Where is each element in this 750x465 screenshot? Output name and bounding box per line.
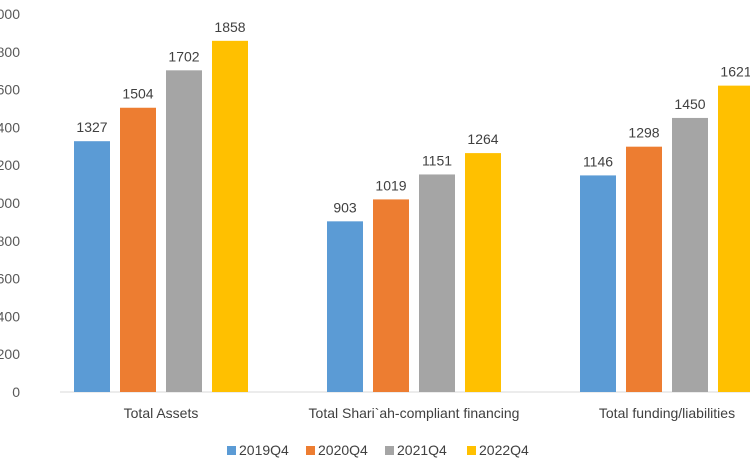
y-tick-label: 800 — [0, 233, 20, 249]
y-tick-label: 1600 — [0, 82, 20, 98]
bar-2019Q4-1 — [327, 221, 363, 392]
data-label: 1151 — [422, 152, 452, 168]
x-axis: Total Assets Total Shari`ah-compliant fin… — [124, 405, 735, 421]
legend-label: 2019Q4 — [239, 442, 289, 458]
legend: 2019Q4 2020Q4 2021Q4 2022Q4 — [227, 442, 529, 458]
bar-2021Q4-2 — [672, 117, 708, 392]
data-label: 1264 — [467, 131, 498, 147]
y-tick-label: 200 — [0, 346, 20, 362]
y-tick-label: 2000 — [0, 6, 20, 22]
bar-2020Q4-0 — [120, 107, 156, 392]
legend-swatch — [385, 446, 394, 455]
y-tick-label: 0 — [12, 384, 20, 400]
data-label: 1298 — [628, 125, 659, 141]
category-label: Total funding/liabilities — [599, 405, 735, 421]
legend-swatch — [306, 446, 315, 455]
bar-2021Q4-1 — [419, 174, 455, 392]
bar-2022Q4-1 — [465, 153, 501, 392]
bar-2022Q4-0 — [212, 40, 248, 392]
data-label: 1702 — [168, 48, 199, 64]
category-label: Total Assets — [124, 405, 199, 421]
data-label: 1621 — [720, 64, 750, 80]
y-tick-label: 600 — [0, 271, 20, 287]
y-tick-label: 1200 — [0, 157, 20, 173]
legend-swatch — [467, 446, 476, 455]
y-axis: 0 200 400 600 800 1000 1200 1400 1600 1800 2000 — [0, 6, 20, 400]
legend-swatch — [227, 446, 236, 455]
bar-2019Q4-2 — [580, 175, 616, 392]
data-label: 1019 — [375, 177, 406, 193]
bar-2020Q4-1 — [373, 199, 409, 392]
category-label: Total Shari`ah-compliant financing — [309, 405, 520, 421]
bar-2019Q4-0 — [74, 141, 110, 392]
legend-label: 2020Q4 — [318, 442, 368, 458]
y-tick-label: 1800 — [0, 44, 20, 60]
data-label: 1146 — [583, 153, 613, 169]
y-tick-label: 400 — [0, 308, 20, 324]
bar-2020Q4-2 — [626, 146, 662, 392]
legend-label: 2021Q4 — [397, 442, 447, 458]
bar-2021Q4-0 — [166, 70, 202, 393]
data-label: 1858 — [214, 19, 245, 35]
y-tick-label: 1000 — [0, 195, 20, 211]
data-label: 1327 — [76, 119, 107, 135]
bar-2022Q4-2 — [718, 85, 750, 393]
legend-label: 2022Q4 — [479, 442, 529, 458]
bars: 1327 903 1146 1504 1019 1298 1702 1151 1450 1858 1… — [74, 19, 750, 393]
data-label: 903 — [333, 199, 357, 215]
y-tick-label: 1400 — [0, 119, 20, 135]
data-label: 1450 — [674, 96, 705, 112]
data-label: 1504 — [122, 86, 153, 102]
